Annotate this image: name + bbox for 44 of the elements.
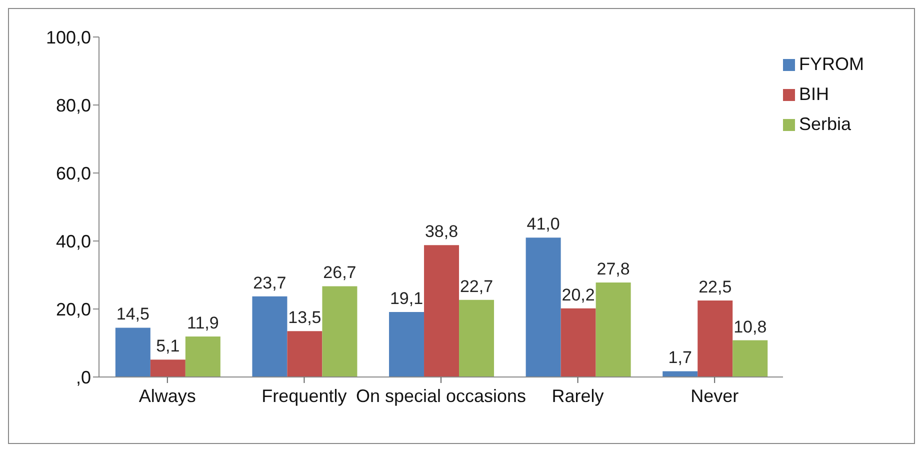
bar — [424, 245, 460, 377]
x-tick-label: Always — [138, 386, 196, 406]
data-label: 5,1 — [156, 336, 180, 356]
y-tick-label: 100,0 — [46, 27, 91, 48]
data-label: 20,2 — [562, 285, 595, 304]
y-tick-label: ,0 — [76, 367, 91, 388]
bar — [287, 331, 322, 377]
bar — [322, 286, 358, 377]
legend-label: BIH — [799, 84, 830, 104]
bar — [560, 308, 596, 377]
data-label: 11,9 — [187, 314, 219, 333]
data-label: 1,7 — [668, 348, 692, 368]
bar — [185, 336, 220, 377]
y-tick-label: 40,0 — [56, 231, 91, 252]
x-tick-label: Never — [690, 386, 739, 406]
data-label: 22,7 — [460, 276, 494, 296]
data-label: 23,7 — [253, 273, 286, 292]
bar — [732, 340, 768, 377]
data-label: 19,1 — [390, 289, 424, 308]
data-label: 13,5 — [288, 308, 322, 328]
bar — [389, 312, 424, 377]
y-tick-label: 20,0 — [56, 299, 91, 320]
legend-label: Serbia — [799, 114, 852, 134]
bar — [150, 360, 186, 377]
data-label: 14,5 — [116, 304, 150, 324]
bar — [526, 238, 561, 377]
bar — [459, 300, 494, 377]
bar — [662, 371, 698, 377]
bar — [252, 296, 288, 377]
y-tick-label: 80,0 — [56, 95, 91, 116]
data-label: 38,8 — [424, 222, 458, 242]
x-tick-label: Frequently — [262, 386, 347, 406]
data-label: 41,0 — [526, 214, 560, 234]
data-label: 26,7 — [323, 263, 356, 282]
bar — [596, 282, 631, 377]
data-label: 22,5 — [698, 278, 732, 296]
x-tick-label: Rarely — [552, 386, 604, 406]
legend-label: FYROM — [799, 54, 864, 74]
data-label: 10,8 — [734, 317, 767, 336]
data-label: 27,8 — [596, 259, 630, 278]
bar — [115, 328, 150, 377]
bar — [698, 300, 733, 377]
y-tick-label: 60,0 — [56, 163, 91, 184]
x-tick-label: On special occasions — [356, 386, 526, 406]
